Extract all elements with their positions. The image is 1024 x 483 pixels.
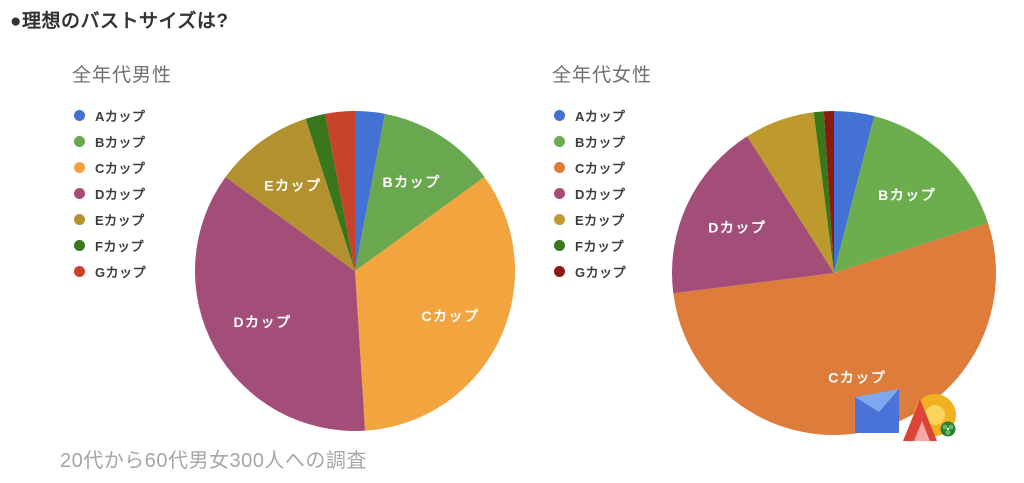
pie-slice-Eカップ — [747, 112, 834, 273]
legend-label: Bカップ — [95, 134, 146, 150]
legend-swatch-icon — [74, 135, 85, 147]
legend-label: Aカップ — [575, 108, 626, 124]
pie-slice-Dカップ — [672, 136, 834, 294]
legend-label: Gカップ — [95, 264, 147, 280]
legend-swatch-icon — [554, 187, 565, 199]
chart-male-title: 全年代男性 — [72, 65, 173, 86]
legend-swatch-icon — [554, 109, 565, 121]
legend-label: Dカップ — [95, 186, 146, 202]
legend-label: Cカップ — [575, 160, 626, 176]
legend-item: Cカップ — [554, 154, 667, 180]
legend-label: Eカップ — [575, 212, 625, 228]
legend-label: Gカップ — [575, 264, 627, 280]
legend-label: Cカップ — [95, 160, 146, 176]
legend-label: Aカップ — [95, 108, 146, 124]
pie-slice-Eカップ — [225, 118, 355, 271]
slice-label: Dカップ — [233, 314, 291, 330]
legend-label: Eカップ — [95, 212, 145, 228]
legend-swatch-icon — [74, 213, 85, 225]
logo-red-triangle — [903, 399, 937, 441]
chart-female: 全年代女性 Aカップ Bカップ Cカップ Dカップ Eカップ Fカップ Gカップ Bカップ C… — [540, 60, 1024, 440]
legend-item: Eカップ — [74, 206, 190, 232]
slice-label: Bカップ — [383, 174, 441, 190]
pie-chart-male: Bカップ Cカップ Dカップ Eカップ — [195, 111, 515, 431]
pie-slice-Fカップ — [813, 111, 834, 273]
legend-item: Fカップ — [554, 232, 667, 258]
logo-clover-center — [946, 427, 950, 431]
page-title: ●理想のバストサイズは? — [10, 11, 229, 32]
pie-slice-Fカップ — [305, 113, 355, 271]
pie-slice-Dカップ — [195, 176, 366, 431]
legend-item: Gカップ — [74, 258, 190, 284]
pie-slice-Aカップ — [355, 111, 385, 271]
legend-item: Bカップ — [74, 128, 190, 154]
legend-label: Bカップ — [575, 134, 626, 150]
logo-yellow-inner-circle — [925, 405, 945, 425]
legend-item: Aカップ — [554, 102, 667, 128]
slice-label: Dカップ — [708, 220, 766, 236]
legend-swatch-icon — [554, 265, 565, 277]
brand-logo-icon — [855, 389, 956, 441]
legend-swatch-icon — [554, 135, 565, 147]
pie-slice-Gカップ — [325, 111, 355, 271]
legend-swatch-icon — [74, 161, 85, 173]
chart-male-body: Aカップ Bカップ Cカップ Dカップ Eカップ Fカップ Gカップ Bカップ Cカップ Dカッ… — [60, 86, 530, 436]
legend-item: Bカップ — [554, 128, 667, 154]
pie-slice-Aカップ — [834, 111, 875, 273]
slice-label: Bカップ — [878, 187, 936, 203]
chart-female-legend: Aカップ Bカップ Cカップ Dカップ Eカップ Fカップ Gカップ — [540, 102, 667, 284]
chart-male-legend: Aカップ Bカップ Cカップ Dカップ Eカップ Fカップ Gカップ — [60, 102, 190, 284]
legend-swatch-icon — [554, 161, 565, 173]
slice-label: Cカップ — [421, 308, 479, 324]
chart-male: 全年代男性 Aカップ Bカップ Cカップ Dカップ Eカップ Fカップ Gカップ Bカップ C… — [60, 60, 530, 436]
legend-item: Aカップ — [74, 102, 190, 128]
legend-label: Fカップ — [575, 238, 624, 254]
legend-label: Dカップ — [575, 186, 626, 202]
legend-item: Cカップ — [74, 154, 190, 180]
pie-slice-Bカップ — [834, 116, 989, 273]
pie-chart-female: Bカップ Cカップ Dカップ — [672, 111, 997, 436]
legend-swatch-icon — [554, 213, 565, 225]
logo-lightblue-shape — [855, 389, 899, 412]
chart-female-title: 全年代女性 — [552, 65, 653, 86]
logo-clover-leaf — [942, 424, 948, 430]
survey-caption: 20代から60代男女300人への調査 — [60, 450, 367, 472]
pie-slice-Bカップ — [355, 113, 485, 271]
pie-slice-Cカップ — [673, 222, 997, 436]
legend-swatch-icon — [74, 239, 85, 251]
slice-label: Eカップ — [264, 178, 321, 194]
legend-item: Gカップ — [554, 258, 667, 284]
legend-swatch-icon — [74, 187, 85, 199]
logo-pink-triangle — [914, 421, 930, 441]
legend-swatch-icon — [74, 109, 85, 121]
legend-item: Dカップ — [74, 180, 190, 206]
legend-swatch-icon — [74, 265, 85, 277]
logo-clover-leaf — [945, 430, 951, 435]
logo-clover-leaf — [948, 424, 954, 430]
pie-slice-Gカップ — [823, 111, 834, 273]
brand-logo — [853, 385, 957, 443]
chart-female-body: Aカップ Bカップ Cカップ Dカップ Eカップ Fカップ Gカップ Bカップ Cカップ Dカッ… — [540, 86, 1024, 440]
legend-item: Dカップ — [554, 180, 667, 206]
legend-item: Fカップ — [74, 232, 190, 258]
pie-slice-Cカップ — [355, 176, 515, 431]
slice-label: Cカップ — [828, 369, 886, 385]
legend-swatch-icon — [554, 239, 565, 251]
legend-item: Eカップ — [554, 206, 667, 232]
legend-label: Fカップ — [95, 238, 144, 254]
